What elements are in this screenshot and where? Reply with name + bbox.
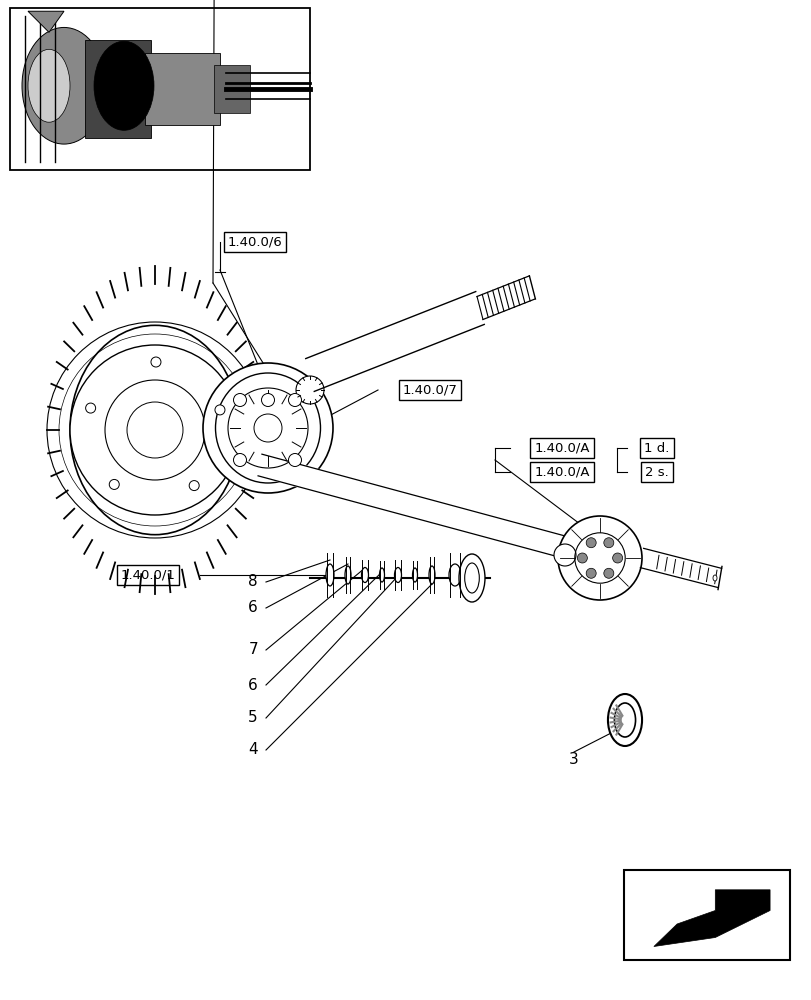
Ellipse shape (586, 538, 595, 548)
Bar (623, 870, 789, 960)
Ellipse shape (586, 568, 595, 578)
Bar (214, 65, 250, 113)
Ellipse shape (712, 575, 716, 581)
Ellipse shape (296, 376, 324, 404)
Ellipse shape (203, 363, 333, 493)
Ellipse shape (577, 553, 586, 563)
Text: 3: 3 (569, 752, 578, 768)
Ellipse shape (28, 49, 70, 122)
Ellipse shape (553, 544, 575, 566)
Ellipse shape (70, 345, 240, 515)
Ellipse shape (234, 454, 247, 466)
Ellipse shape (215, 405, 225, 415)
Ellipse shape (85, 403, 96, 413)
Bar (85, 40, 151, 138)
Text: 1.40.0/A: 1.40.0/A (534, 442, 589, 454)
Ellipse shape (603, 538, 613, 548)
Ellipse shape (105, 380, 204, 480)
Ellipse shape (288, 454, 301, 466)
Text: 2 s.: 2 s. (644, 466, 668, 479)
Ellipse shape (325, 564, 333, 586)
Ellipse shape (611, 553, 622, 563)
Polygon shape (306, 292, 483, 391)
Text: 8: 8 (248, 574, 258, 589)
Text: 1.40.0/6: 1.40.0/6 (227, 235, 282, 248)
Ellipse shape (464, 563, 478, 593)
Polygon shape (28, 11, 64, 32)
Ellipse shape (361, 567, 368, 582)
Text: 7: 7 (248, 643, 258, 658)
Ellipse shape (607, 694, 642, 746)
Ellipse shape (458, 554, 484, 602)
Text: 1.40.0/1: 1.40.0/1 (120, 568, 175, 581)
Text: 6: 6 (248, 678, 258, 693)
Ellipse shape (448, 564, 461, 586)
Ellipse shape (189, 481, 199, 491)
Ellipse shape (151, 357, 161, 367)
Ellipse shape (94, 41, 154, 130)
Text: 1 d.: 1 d. (643, 442, 669, 454)
Ellipse shape (22, 27, 106, 144)
Polygon shape (653, 890, 769, 946)
Ellipse shape (234, 393, 247, 406)
Ellipse shape (614, 703, 635, 737)
Ellipse shape (603, 568, 613, 578)
Ellipse shape (394, 567, 401, 582)
Ellipse shape (70, 325, 240, 535)
Ellipse shape (428, 566, 435, 584)
Ellipse shape (261, 393, 274, 406)
Ellipse shape (557, 516, 642, 600)
Ellipse shape (288, 393, 301, 406)
Text: 4: 4 (248, 742, 258, 758)
Bar (145, 53, 220, 125)
Polygon shape (640, 548, 721, 588)
Text: 5: 5 (248, 710, 258, 726)
Polygon shape (258, 454, 577, 561)
Ellipse shape (345, 566, 350, 584)
Ellipse shape (228, 388, 307, 468)
Ellipse shape (379, 568, 384, 582)
Ellipse shape (412, 568, 417, 582)
Ellipse shape (254, 414, 281, 442)
Ellipse shape (215, 373, 320, 483)
Text: 1.40.0/A: 1.40.0/A (534, 466, 589, 479)
Ellipse shape (109, 479, 119, 489)
Bar (10, 8, 310, 170)
Text: 1.40.0/7: 1.40.0/7 (402, 383, 457, 396)
Text: 6: 6 (248, 600, 258, 615)
